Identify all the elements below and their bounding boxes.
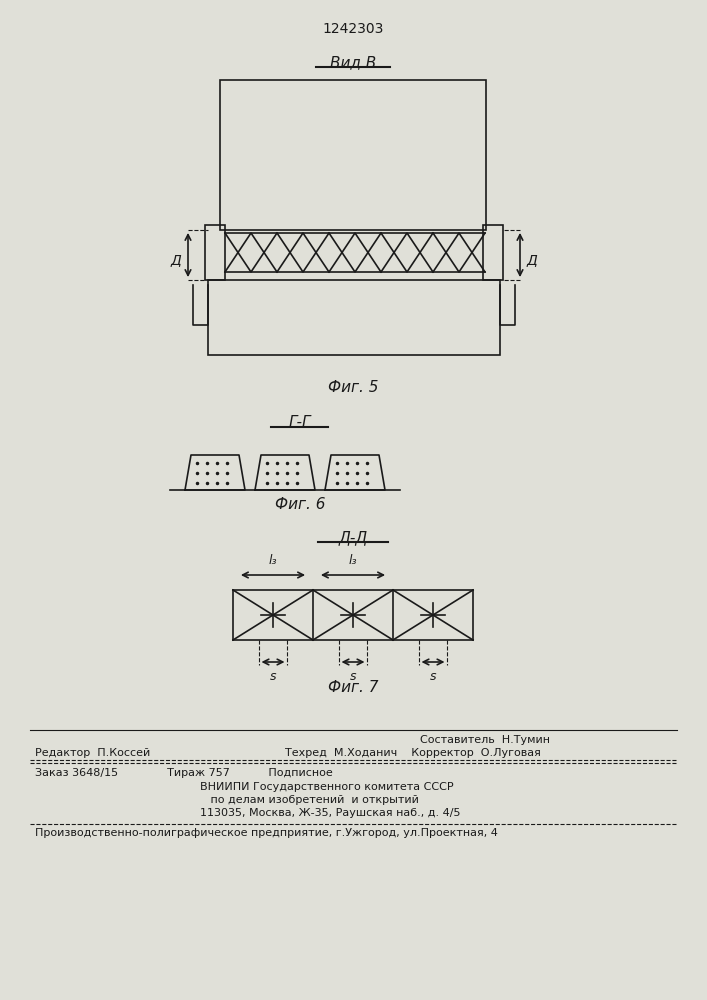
Text: 1242303: 1242303 [322, 22, 384, 36]
Text: l₃: l₃ [349, 554, 357, 567]
Text: по делам изобретений  и открытий: по делам изобретений и открытий [200, 795, 419, 805]
Text: s: s [270, 670, 276, 683]
Bar [220, 80, 486, 230]
Text: Фиг. 5: Фиг. 5 [328, 380, 378, 395]
Text: Фиг. 7: Фиг. 7 [328, 680, 378, 695]
Text: s: s [350, 670, 356, 683]
Text: ВНИИПИ Государственного комитета СССР: ВНИИПИ Государственного комитета СССР [200, 782, 454, 792]
Text: Производственно-полиграфическое предприятие, г.Ужгород, ул.Проектная, 4: Производственно-полиграфическое предприя… [35, 828, 498, 838]
Text: Фиг. 6: Фиг. 6 [275, 497, 325, 512]
Text: Техред  М.Ходанич    Корректор  О.Луговая: Техред М.Ходанич Корректор О.Луговая [285, 748, 541, 758]
Text: Вид В: Вид В [330, 55, 376, 70]
Text: s: s [430, 670, 436, 683]
Text: Д: Д [170, 253, 182, 267]
Text: Редактор  П.Коссей: Редактор П.Коссей [35, 748, 151, 758]
Text: Составитель  Н.Тумин: Составитель Н.Тумин [420, 735, 550, 745]
Text: Д: Д [527, 253, 537, 267]
Bar [208, 280, 500, 355]
Bar [205, 225, 225, 280]
Text: l₃: l₃ [269, 554, 277, 567]
Text: Г-Г: Г-Г [288, 415, 311, 430]
Text: Д-Д: Д-Д [339, 530, 368, 545]
Bar [483, 225, 503, 280]
Text: 113035, Москва, Ж-35, Раушская наб., д. 4/5: 113035, Москва, Ж-35, Раушская наб., д. … [200, 808, 460, 818]
Text: Заказ 3648/15              Тираж 757           Подписное: Заказ 3648/15 Тираж 757 Подписное [35, 768, 333, 778]
